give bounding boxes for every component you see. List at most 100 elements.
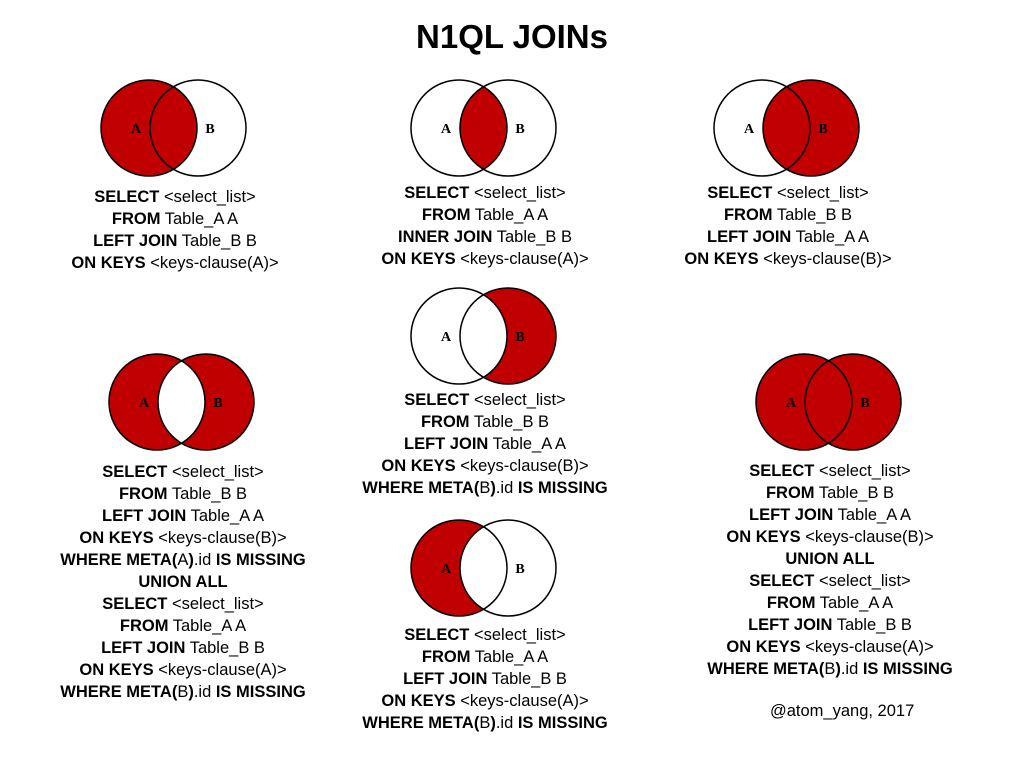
sql-keyword: LEFT JOIN <box>403 435 489 453</box>
sql-text: <select_list> <box>814 572 911 590</box>
sql-line: ON KEYS <keys-clause(A)> <box>707 636 952 658</box>
sql-line: SELECT <select_list> <box>362 624 607 646</box>
sql-line: SELECT <select_list> <box>381 182 588 204</box>
circle-b <box>149 79 247 177</box>
label-a: A <box>139 396 150 411</box>
sql-keyword: SELECT <box>749 572 815 590</box>
sql-keyword: LEFT JOIN <box>748 616 833 634</box>
sql-keyword: UNION ALL <box>785 550 875 568</box>
sql-keyword: IS MISSING <box>862 660 953 678</box>
sql-keyword: ON KEYS <box>79 529 154 547</box>
sql-line: LEFT JOIN Table_B B <box>362 668 607 690</box>
sql-line: INNER JOIN Table_B B <box>381 226 588 248</box>
sql-keyword: ON KEYS <box>726 528 801 546</box>
circle-a <box>108 353 206 451</box>
sql-text: <select_list> <box>469 391 566 409</box>
sql-text: B <box>177 683 189 701</box>
sql-keyword: FROM <box>766 594 816 612</box>
sql-line: WHERE META(B).id IS MISSING <box>707 658 952 680</box>
label-b: B <box>860 396 869 411</box>
sql-line: WHERE META(A).id IS MISSING <box>60 549 305 571</box>
sql-keyword: FROM <box>119 617 169 635</box>
sql-keyword: WHERE META( <box>60 551 178 569</box>
sql-inner-join: SELECT <select_list> FROM Table_A A INNER … <box>381 182 588 270</box>
sql-line: LEFT JOIN Table_A A <box>707 504 952 526</box>
label-a: A <box>131 122 142 137</box>
sql-text: Table_B B <box>814 484 895 502</box>
sql-text: .id <box>495 479 518 497</box>
sql-text: Table_A A <box>791 228 870 246</box>
sql-keyword: ) <box>490 479 496 497</box>
sql-keyword: ON KEYS <box>726 638 801 656</box>
sql-keyword: ON KEYS <box>381 692 456 710</box>
sql-keyword: LEFT JOIN <box>748 506 834 524</box>
sql-line: LEFT JOIN Table_A A <box>362 433 607 455</box>
sql-keyword: SELECT <box>707 184 773 202</box>
sql-keyword: FROM <box>765 484 815 502</box>
sql-text: Table_A A <box>470 648 549 666</box>
sql-line: SELECT <select_list> <box>60 593 305 615</box>
circle-b <box>459 79 557 177</box>
sql-keyword: UNION ALL <box>138 573 228 591</box>
sql-line: FROM Table_B B <box>707 482 952 504</box>
sql-text: B <box>824 660 836 678</box>
venn-region-a-only <box>109 354 182 450</box>
sql-keyword: ON KEYS <box>71 254 146 272</box>
sql-full-outer-join: SELECT <select_list> FROM Table_B B LEFT J… <box>707 460 952 680</box>
circle-b <box>804 353 902 451</box>
sql-keyword: FROM <box>111 210 161 228</box>
sql-keyword: INNER JOIN <box>398 228 493 246</box>
sql-keyword: SELECT <box>404 626 470 644</box>
sql-keyword: ) <box>490 714 496 732</box>
venn-region-b-only <box>181 354 254 450</box>
sql-keyword: FROM <box>420 413 470 431</box>
label-a: A <box>441 122 452 137</box>
label-a: A <box>441 562 452 577</box>
sql-keyword: WHERE META( <box>362 479 480 497</box>
label-b: B <box>515 122 524 137</box>
sql-text: Table_B B <box>469 413 550 431</box>
label-b: B <box>205 122 214 137</box>
label-a: A <box>441 330 452 345</box>
sql-keyword: WHERE META( <box>362 714 480 732</box>
sql-keyword: IS MISSING <box>517 714 608 732</box>
page-title: N1QL JOINs <box>416 18 608 55</box>
circle-a <box>410 79 508 177</box>
sql-line: ON KEYS <keys-clause(A)> <box>362 690 607 712</box>
sql-keyword: ON KEYS <box>684 250 759 268</box>
sql-keyword: SELECT <box>102 595 168 613</box>
sql-keyword: SELECT <box>749 462 815 480</box>
sql-line: ON KEYS <keys-clause(B)> <box>60 527 305 549</box>
sql-line: UNION ALL <box>707 548 952 570</box>
circle-b <box>157 353 255 451</box>
sql-line: WHERE META(B).id IS MISSING <box>362 712 607 734</box>
sql-text: Table_A A <box>186 507 265 525</box>
sql-line: LEFT JOIN Table_B B <box>60 637 305 659</box>
sql-b-only: SELECT <select_list> FROM Table_B B LEFT J… <box>362 389 607 499</box>
sql-text: <select_list> <box>159 188 256 206</box>
circle-b <box>762 79 860 177</box>
sql-text: <keys-clause(A)> <box>145 254 279 272</box>
circle-a <box>410 287 508 385</box>
circle-a <box>410 519 508 617</box>
label-a: A <box>786 396 797 411</box>
sql-keyword: ) <box>188 683 194 701</box>
sql-keyword: IS MISSING <box>517 479 608 497</box>
sql-text: <keys-clause(B)> <box>800 528 934 546</box>
sql-line: ON KEYS <keys-clause(A)> <box>381 248 588 270</box>
sql-keyword: ON KEYS <box>381 457 456 475</box>
sql-line: UNION ALL <box>60 571 305 593</box>
credit: @atom_yang, 2017 <box>770 702 915 720</box>
sql-line: LEFT JOIN Table_B B <box>707 614 952 636</box>
sql-line: FROM Table_A A <box>362 646 607 668</box>
sql-keyword: ) <box>188 551 194 569</box>
sql-keyword: FROM <box>421 648 471 666</box>
sql-text: <select_list> <box>469 184 566 202</box>
sql-text: .id <box>495 714 518 732</box>
sql-line: ON KEYS <keys-clause(B)> <box>362 455 607 477</box>
